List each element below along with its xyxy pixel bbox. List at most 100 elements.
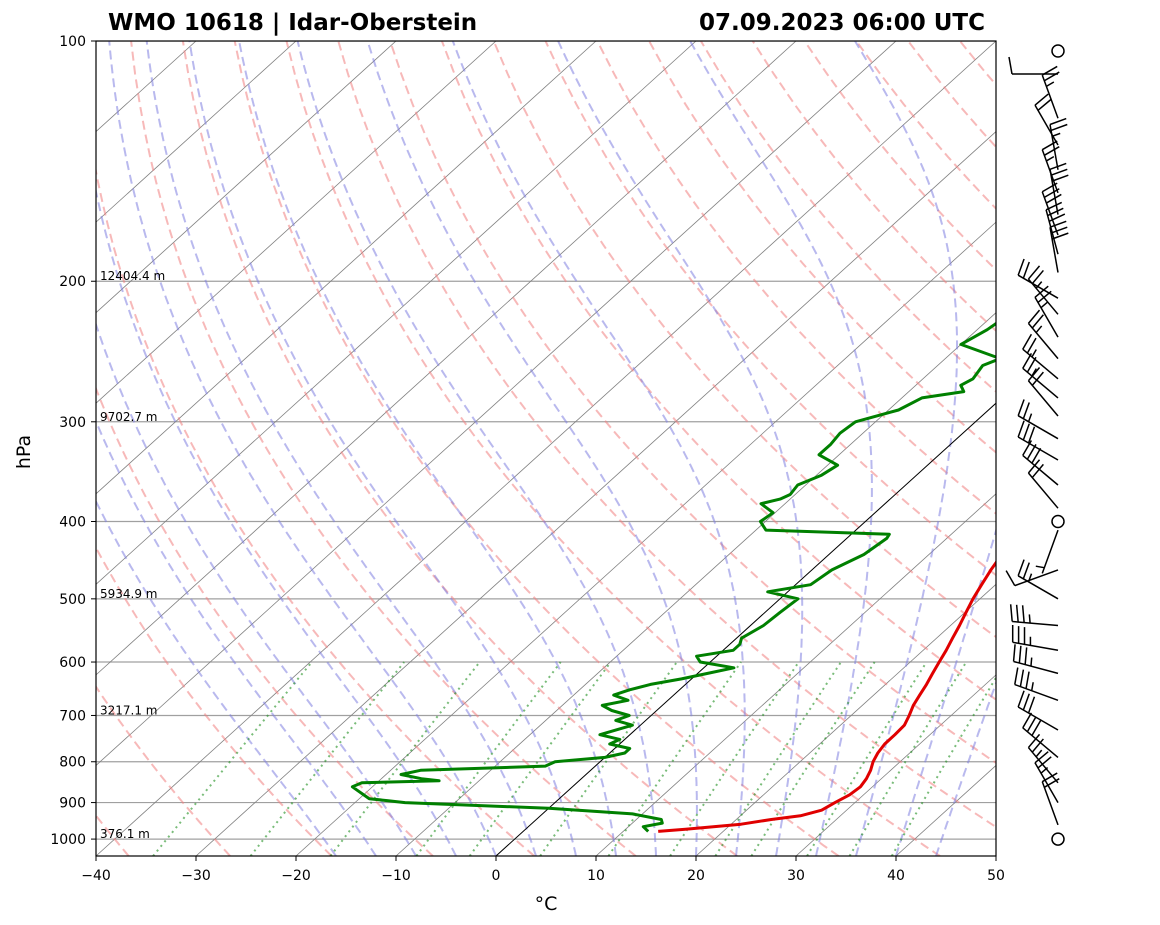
chart-title-datetime: 07.09.2023 06:00 UTC <box>699 10 985 36</box>
wind-barb <box>1005 569 1059 587</box>
wind-barb-flag <box>1043 778 1060 788</box>
wind-barb-half-flag <box>1027 573 1033 583</box>
wind-barb-flag <box>1019 669 1025 687</box>
wind-barb-staff <box>1014 683 1059 702</box>
wind-barb-flag <box>1050 168 1068 176</box>
isotherm-line <box>96 41 497 404</box>
wind-barb-half-flag <box>1030 682 1034 691</box>
mixing-ratio-line <box>750 661 876 856</box>
moist-adiabat-line <box>366 41 698 856</box>
wind-barb-flag <box>1022 440 1033 456</box>
y-tick-label: 900 <box>59 796 86 812</box>
dry-adiabat-line <box>285 41 941 856</box>
wind-barb-staff <box>1014 569 1059 587</box>
isotherm-line <box>96 41 597 495</box>
dry-adiabat-line <box>492 41 996 639</box>
wind-barb-flag <box>1024 647 1028 665</box>
wind-barb-flag <box>1025 671 1030 689</box>
dry-adiabat-line <box>96 166 535 856</box>
wind-barb-staff <box>1049 124 1059 170</box>
wind-barb-flag <box>1017 258 1025 276</box>
moist-adiabat-line <box>854 41 958 856</box>
y-tick-label: 1000 <box>50 832 86 848</box>
dry-adiabat-line <box>1064 41 1160 856</box>
wind-barb-half-flag <box>1035 325 1043 334</box>
height-label: 3217.1 m <box>100 703 158 717</box>
wind-barb-half-flag <box>1027 413 1033 422</box>
wind-barb-half-flag <box>1030 657 1033 667</box>
x-tick-label: 50 <box>987 868 1005 884</box>
wind-barb-flag <box>1037 290 1052 304</box>
moist-adiabat-line <box>96 499 337 856</box>
wind-barb-half-flag <box>1035 749 1043 758</box>
wind-barb-flag <box>1031 314 1044 329</box>
moist-adiabat-line <box>238 41 617 856</box>
mixing-ratio-line <box>714 661 842 856</box>
wind-barb <box>1017 420 1059 461</box>
isotherm-line <box>96 41 797 676</box>
x-tick-label: −10 <box>381 868 411 884</box>
wind-barb-staff <box>1034 762 1059 803</box>
wind-barb-half-flag <box>1040 767 1049 774</box>
wind-barb <box>1027 265 1059 315</box>
wind-barb-flag <box>1017 399 1025 416</box>
y-tick-label: 700 <box>59 708 86 724</box>
wind-barb-staff <box>1041 191 1059 236</box>
dry-adiabat-line <box>96 545 333 856</box>
wind-barb-staff <box>1027 322 1059 360</box>
wind-barb-flag <box>1009 604 1013 622</box>
wind-barb-flag <box>1022 353 1033 369</box>
wind-barb <box>1017 399 1059 440</box>
wind-barb <box>1022 353 1059 399</box>
wind-barb-flag <box>1041 65 1058 76</box>
zero-isotherm <box>495 402 996 856</box>
mixing-ratio-line <box>848 661 968 856</box>
dry-adiabat-line <box>181 41 738 856</box>
wind-barb-flag <box>1031 447 1042 464</box>
wind-barb-staff <box>1017 575 1059 600</box>
wind-barb <box>1034 285 1059 338</box>
wind-barb-flag <box>1022 693 1030 711</box>
wind-barb <box>1027 733 1059 784</box>
wind-barb-flag <box>1012 644 1016 662</box>
moist-adiabat-line <box>451 41 746 856</box>
y-axis-ticks: 100 200 300 400 500 600 700 800 900 1000 <box>50 34 96 848</box>
wind-barb-flag <box>1015 604 1019 623</box>
wind-barb-flag <box>1027 459 1041 474</box>
calm-wind-circle <box>1051 44 1065 58</box>
x-tick-label: 30 <box>787 868 805 884</box>
wind-barb-staff <box>1017 436 1059 461</box>
isotherm-line <box>96 41 397 314</box>
calm-wind-circle <box>1051 832 1065 846</box>
wind-barb <box>1009 604 1059 627</box>
wind-barb-flag <box>1045 193 1062 204</box>
wind-barb-staff <box>1012 620 1059 627</box>
height-label: 376.1 m <box>100 827 150 841</box>
plot-frame <box>95 40 997 857</box>
isotherm-line <box>96 41 297 223</box>
moist-adiabat-line <box>108 41 497 856</box>
wind-barb-half-flag <box>1029 636 1032 646</box>
wind-barb-flag <box>1031 371 1044 386</box>
wind-barb <box>1041 65 1060 119</box>
x-axis-ticks: −40 −30 −20 −10 0 10 20 30 40 50 <box>81 856 1005 884</box>
wind-barb-staff <box>1034 104 1059 146</box>
wind-barb-flag <box>1018 645 1022 664</box>
y-axis-label: hPa <box>13 435 35 469</box>
dry-adiabat-line <box>233 41 840 856</box>
dewpoint-profile-line <box>350 321 996 833</box>
wind-barb-staff <box>1027 380 1059 417</box>
moist-adiabat-line <box>188 41 577 856</box>
wind-barb-flag <box>1026 443 1037 460</box>
wind-barb <box>1011 625 1059 652</box>
dry-adiabat-line <box>440 41 996 701</box>
wind-barb-staff <box>1027 747 1059 784</box>
wind-barb-flag <box>1008 56 1013 75</box>
mixing-ratio-line <box>329 661 481 856</box>
isotherm-line <box>695 583 996 856</box>
isotherm-line <box>795 674 996 856</box>
wind-barb <box>1041 772 1060 826</box>
wind-barb-flag <box>1022 562 1030 580</box>
chart-title-station: WMO 10618 | Idar-Oberstein <box>108 10 477 36</box>
